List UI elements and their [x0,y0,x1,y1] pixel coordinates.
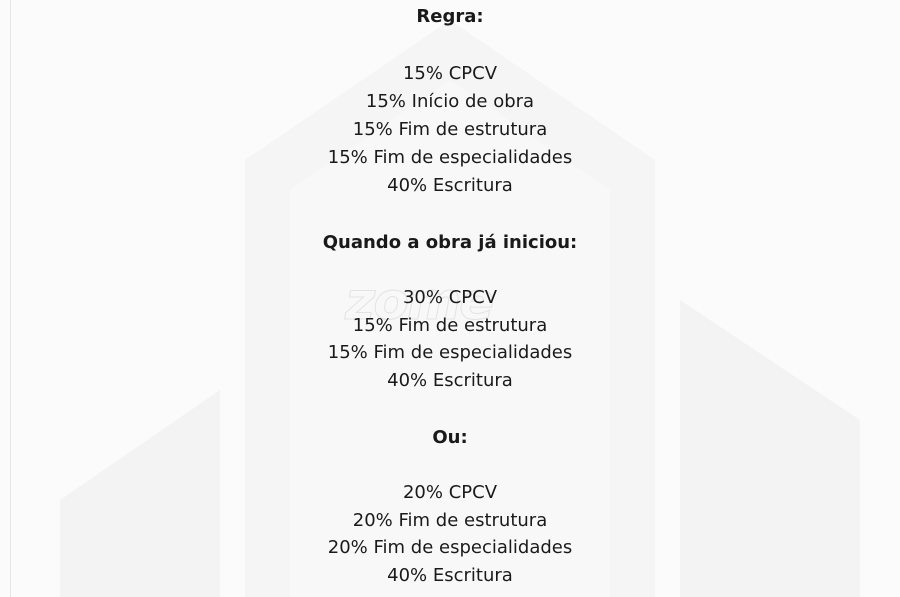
page-border [10,0,11,597]
list-item: 20% Fim de especialidades [327,537,573,558]
list-item: 15% Início de obra [365,91,535,112]
list-item: 15% Fim de especialidades [327,147,573,168]
list-item: 40% Escritura [387,175,513,196]
watermark-logo: zome [344,272,494,333]
section-heading: Quando a obra já iniciou: [322,232,578,253]
list-item: 15% Fim de estrutura [352,119,548,140]
list-item: 40% Escritura [387,370,513,391]
list-item: 15% Fim de especialidades [327,342,573,363]
list-item: 15% Fim de estrutura [352,315,548,336]
list-item: 15% CPCV [402,63,498,84]
list-item: 30% CPCV [402,287,498,308]
list-item: 20% Fim de estrutura [352,510,548,531]
section-heading: Ou: [432,427,468,448]
list-item: 40% Escritura [387,565,513,586]
list-item: 20% CPCV [402,482,498,503]
section-heading: Regra: [416,6,484,27]
